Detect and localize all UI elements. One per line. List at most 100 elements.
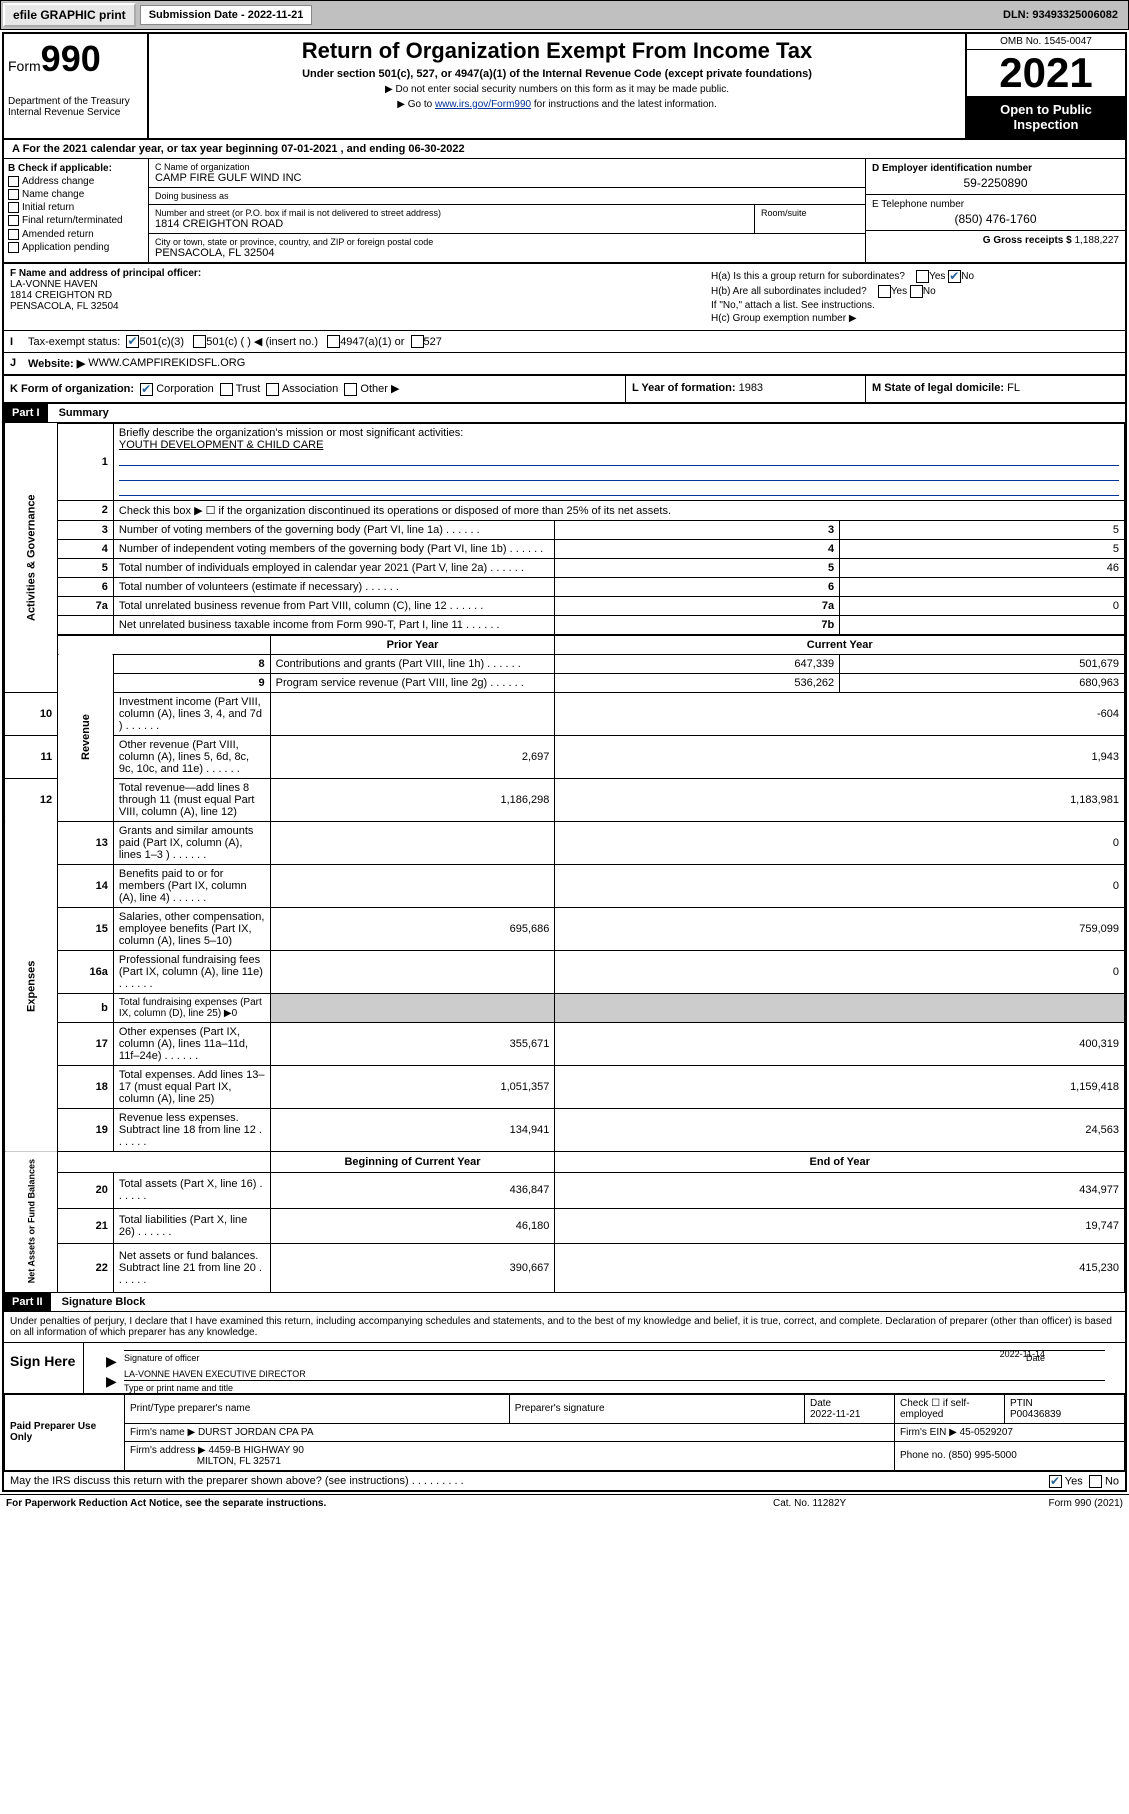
addr-label: Number and street (or P.O. box if mail i… <box>155 208 748 218</box>
part1-title: Summary <box>51 407 109 419</box>
chk-527[interactable] <box>411 335 424 348</box>
form-ref: Form 990 (2021) <box>973 1498 1123 1509</box>
curr-12: 1,183,981 <box>555 778 1125 821</box>
line-10: Investment income (Part VIII, column (A)… <box>113 692 270 735</box>
prior-15: 695,686 <box>270 907 555 950</box>
tax-year: 2021 <box>967 50 1125 96</box>
ha-yes[interactable] <box>916 270 929 283</box>
phone: (850) 476-1760 <box>872 212 1119 226</box>
state-domicile: FL <box>1007 382 1020 394</box>
chk-application-pending[interactable]: Application pending <box>8 242 144 253</box>
chk-other[interactable] <box>344 383 357 396</box>
val-3: 5 <box>840 520 1125 539</box>
firm-addr-label: Firm's address ▶ <box>130 1445 206 1456</box>
line-12: Total revenue—add lines 8 through 11 (mu… <box>113 778 270 821</box>
chk-corp[interactable] <box>140 383 153 396</box>
irs-link[interactable]: www.irs.gov/Form990 <box>435 99 531 110</box>
section-f-officer: F Name and address of principal officer:… <box>4 264 705 330</box>
curr-11: 1,943 <box>555 735 1125 778</box>
hdr-beginning: Beginning of Current Year <box>270 1151 555 1173</box>
tax-exempt-label: Tax-exempt status: <box>28 336 120 348</box>
phone-label: E Telephone number <box>872 199 964 210</box>
curr-19: 24,563 <box>555 1108 1125 1151</box>
firm-ein: 45-0529207 <box>960 1427 1013 1438</box>
form-id-box: Form990 Department of the Treasury Inter… <box>4 34 149 138</box>
end-20: 434,977 <box>555 1173 1125 1208</box>
ha-label: H(a) Is this a group return for subordin… <box>711 271 905 282</box>
chk-final-return[interactable]: Final return/terminated <box>8 215 144 226</box>
discuss-yes[interactable] <box>1049 1475 1062 1488</box>
vlabel-netassets: Net Assets or Fund Balances <box>5 1151 58 1292</box>
chk-trust[interactable] <box>220 383 233 396</box>
line-15: Salaries, other compensation, employee b… <box>113 907 270 950</box>
chk-initial-return[interactable]: Initial return <box>8 202 144 213</box>
line-22: Net assets or fund balances. Subtract li… <box>113 1243 270 1292</box>
k-label: K Form of organization: <box>10 383 134 395</box>
ptin-label: PTIN <box>1010 1398 1033 1409</box>
line-17: Other expenses (Part IX, column (A), lin… <box>113 1022 270 1065</box>
city-label: City or town, state or province, country… <box>155 237 859 247</box>
chk-name-change[interactable]: Name change <box>8 189 144 200</box>
part2-header: Part II <box>4 1293 51 1311</box>
signature-line[interactable]: 2022-11-14 <box>124 1345 1105 1351</box>
chk-501c3[interactable] <box>126 335 139 348</box>
firm-addr: 4459-B HIGHWAY 90 <box>209 1445 304 1456</box>
vlabel-revenue: Revenue <box>58 654 114 821</box>
perjury-text: Under penalties of perjury, I declare th… <box>4 1312 1125 1343</box>
officer-name: LA-VONNE HAVEN <box>10 279 98 290</box>
line-11: Other revenue (Part VIII, column (A), li… <box>113 735 270 778</box>
efile-print-button[interactable]: efile GRAPHIC print <box>3 3 136 27</box>
ha-no[interactable] <box>948 270 961 283</box>
row-j-website: J Website: ▶ WWW.CAMPFIREKIDSFL.ORG <box>4 353 1125 376</box>
vlabel-expenses: Expenses <box>5 821 58 1151</box>
hb-yes[interactable] <box>878 285 891 298</box>
vlabel-activities: Activities & Governance <box>5 423 58 692</box>
gross-receipts: 1,188,227 <box>1075 235 1120 246</box>
paid-preparer-label: Paid Preparer Use Only <box>5 1394 125 1470</box>
sig-officer-label: Signature of officer <box>124 1353 199 1363</box>
chk-address-change[interactable]: Address change <box>8 176 144 187</box>
prior-17: 355,671 <box>270 1022 555 1065</box>
letter-i: I <box>10 336 28 348</box>
form-subtitle: Under section 501(c), 527, or 4947(a)(1)… <box>157 68 957 80</box>
top-toolbar: efile GRAPHIC print Submission Date - 20… <box>0 0 1129 30</box>
room-label: Room/suite <box>761 208 859 218</box>
chk-assoc[interactable] <box>266 383 279 396</box>
self-employed[interactable]: Check ☐ if self-employed <box>895 1394 1005 1423</box>
dba-label: Doing business as <box>155 191 859 201</box>
chk-amended[interactable]: Amended return <box>8 229 144 240</box>
q1: Briefly describe the organization's miss… <box>119 427 463 439</box>
beg-20: 436,847 <box>270 1173 555 1208</box>
cat-no: Cat. No. 11282Y <box>773 1498 973 1509</box>
line-8: Contributions and grants (Part VIII, lin… <box>270 654 555 673</box>
city: PENSACOLA, FL 32504 <box>155 247 274 259</box>
curr-13: 0 <box>555 821 1125 864</box>
note-ssn: ▶ Do not enter social security numbers o… <box>157 84 957 95</box>
hb-note: If "No," attach a list. See instructions… <box>711 300 1119 311</box>
row-k: K Form of organization: Corporation Trus… <box>4 376 1125 404</box>
curr-8: 501,679 <box>840 654 1125 673</box>
note-link-pre: ▶ Go to <box>397 99 435 110</box>
val-7b <box>840 615 1125 635</box>
summary-table: Activities & Governance 1 Briefly descri… <box>4 423 1125 1293</box>
part1-header: Part I <box>4 404 48 422</box>
hb-no[interactable] <box>910 285 923 298</box>
officer-addr1: 1814 CREIGHTON RD <box>10 290 112 301</box>
hc-label: H(c) Group exemption number ▶ <box>711 313 1119 324</box>
open-inspection: Open to Public Inspection <box>967 96 1125 138</box>
chk-501c[interactable] <box>193 335 206 348</box>
paperwork-notice: For Paperwork Reduction Act Notice, see … <box>6 1498 773 1509</box>
department: Department of the Treasury Internal Reve… <box>8 96 143 118</box>
website-url: WWW.CAMPFIREKIDSFL.ORG <box>88 357 245 370</box>
curr-16a: 0 <box>555 950 1125 993</box>
section-b-checkboxes: B Check if applicable: Address change Na… <box>4 159 149 262</box>
discuss-no[interactable] <box>1089 1475 1102 1488</box>
prior-19: 134,941 <box>270 1108 555 1151</box>
letter-j: J <box>10 357 28 370</box>
line-20: Total assets (Part X, line 16) <box>113 1173 270 1208</box>
ein: 59-2250890 <box>872 176 1119 190</box>
chk-4947[interactable] <box>327 335 340 348</box>
l-label: L Year of formation: <box>632 382 736 394</box>
website-label: Website: ▶ <box>28 357 85 370</box>
prep-date: 2022-11-21 <box>810 1409 860 1420</box>
